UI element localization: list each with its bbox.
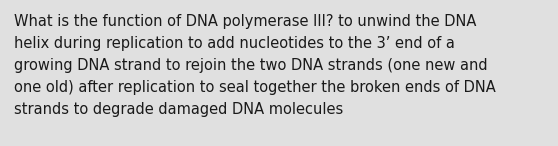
Text: strands to degrade damaged DNA molecules: strands to degrade damaged DNA molecules <box>14 102 343 117</box>
Text: helix during replication to add nucleotides to the 3’ end of a: helix during replication to add nucleoti… <box>14 36 455 51</box>
Text: What is the function of DNA polymerase III? to unwind the DNA: What is the function of DNA polymerase I… <box>14 14 477 29</box>
Text: one old) after replication to seal together the broken ends of DNA: one old) after replication to seal toget… <box>14 80 496 95</box>
Text: growing DNA strand to rejoin the two DNA strands (one new and: growing DNA strand to rejoin the two DNA… <box>14 58 488 73</box>
